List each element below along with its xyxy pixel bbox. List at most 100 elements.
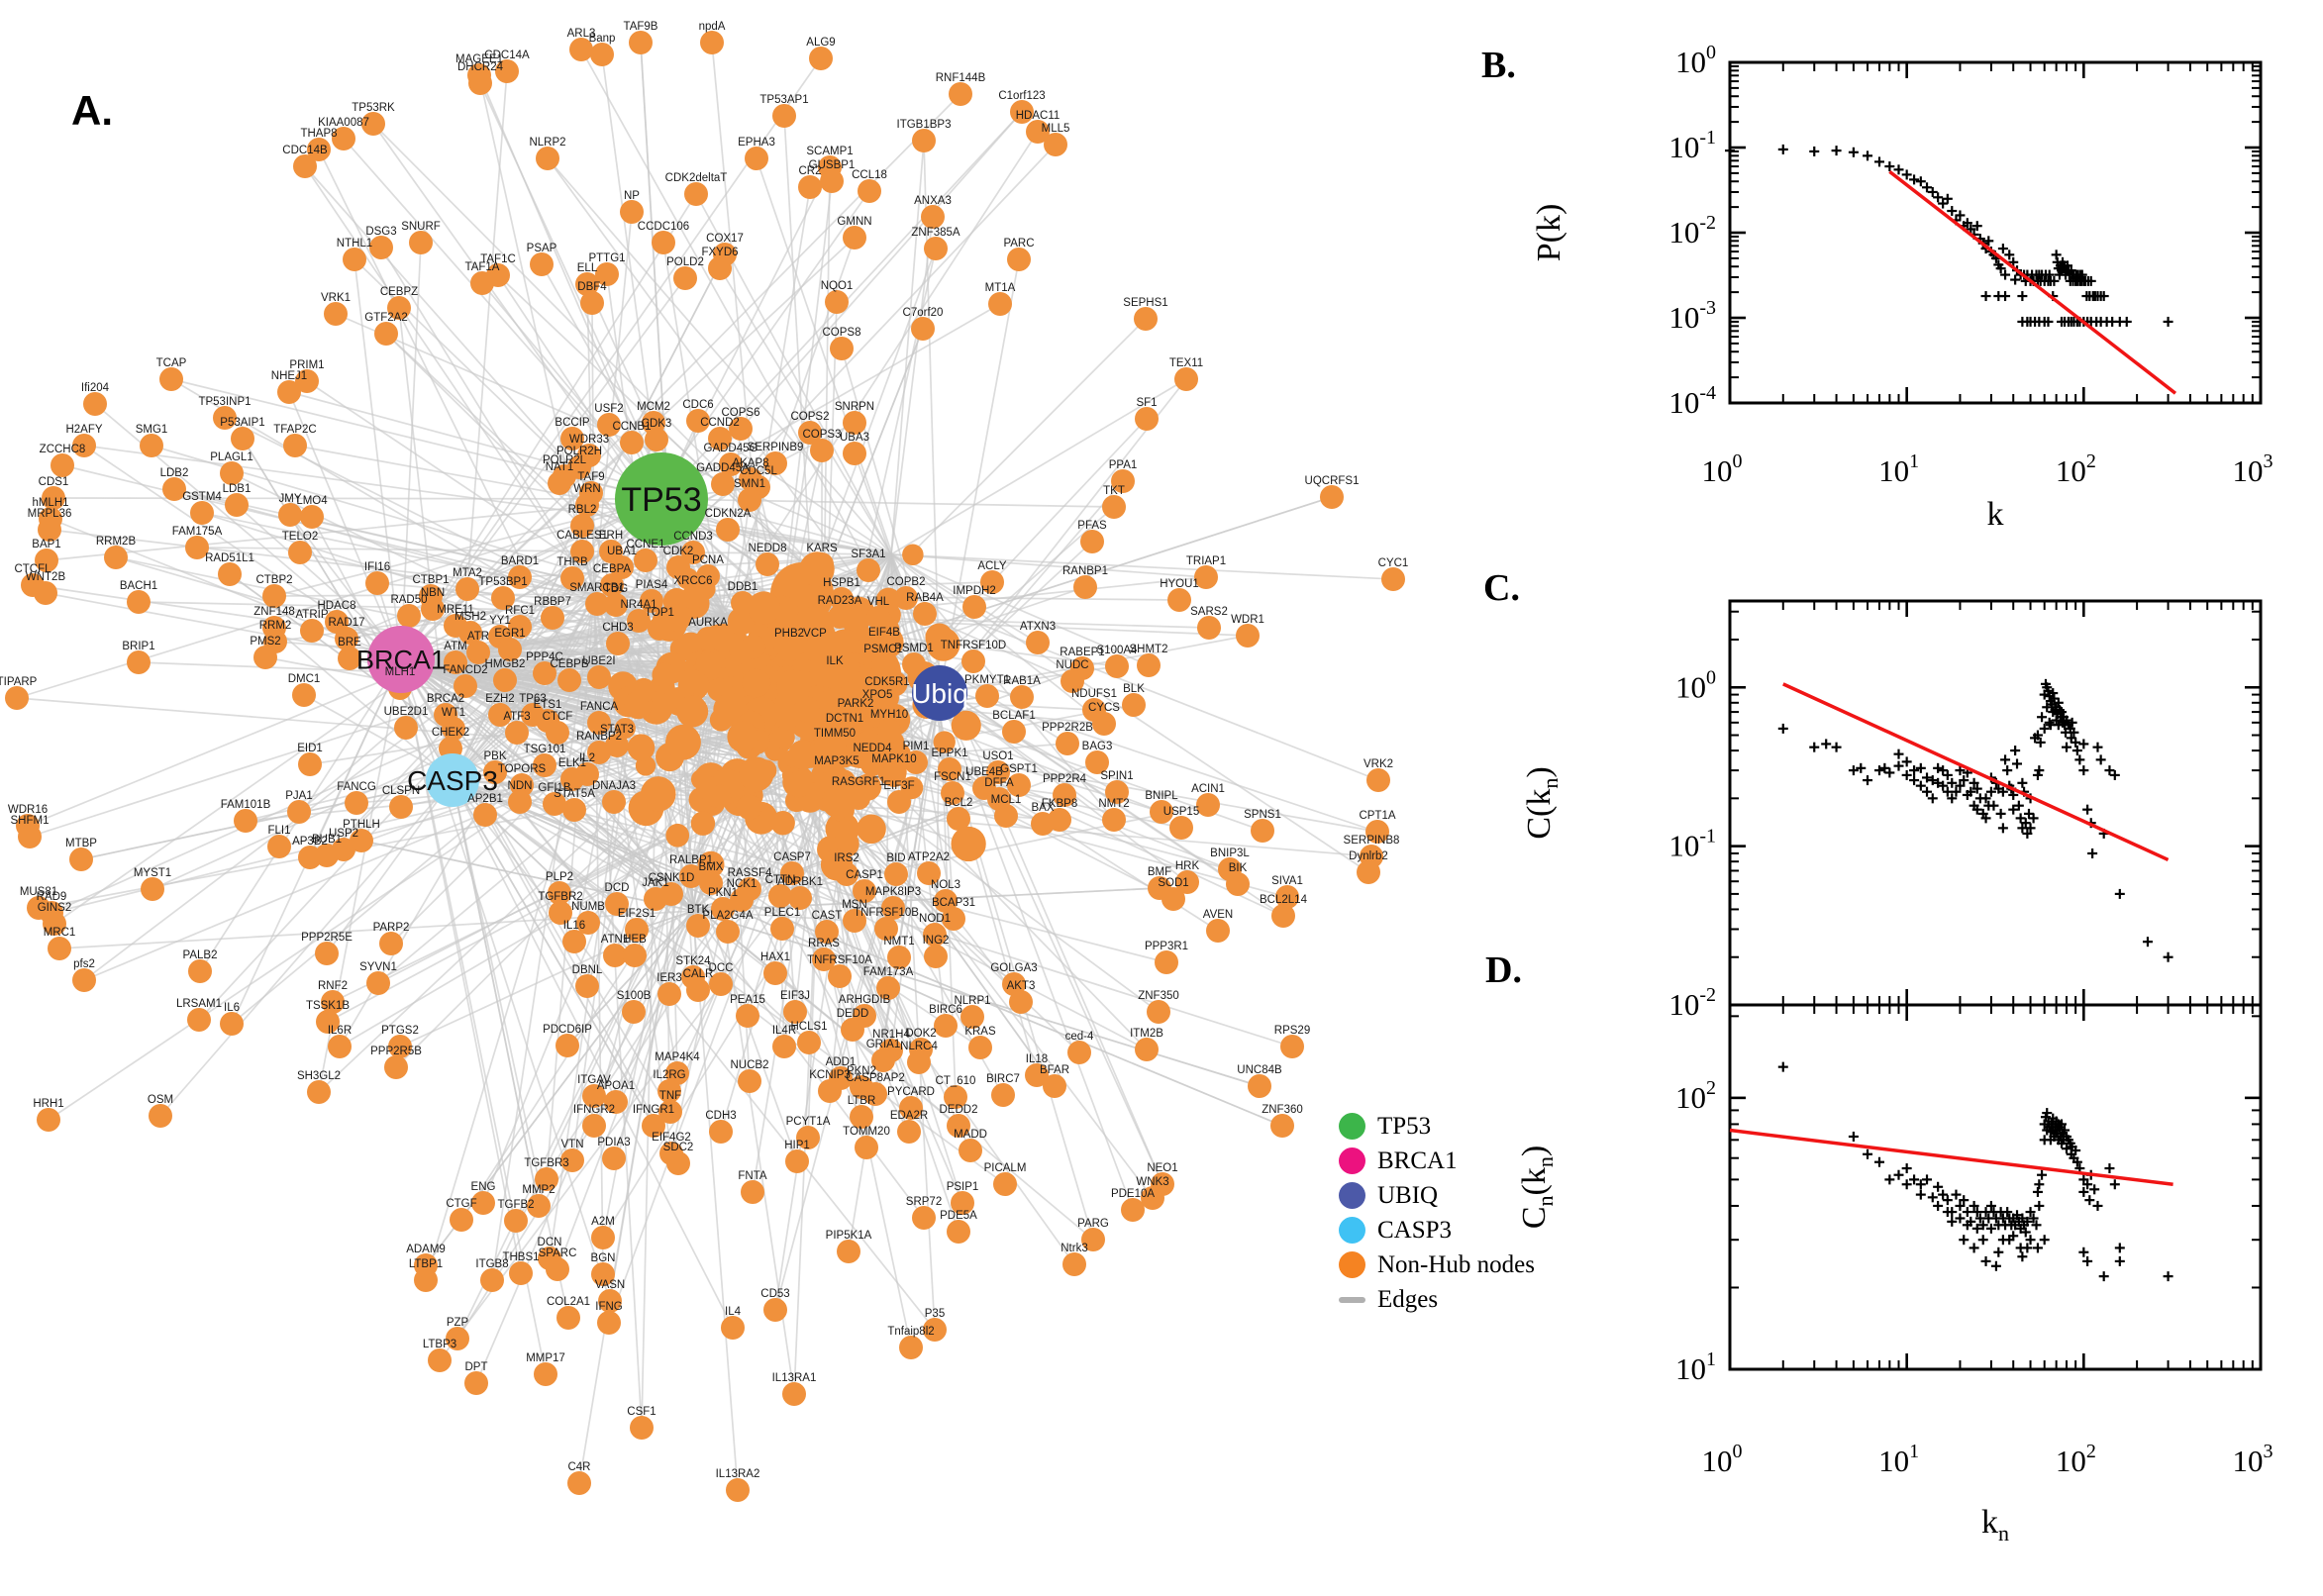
svg-text:MMP2: MMP2 — [522, 1184, 555, 1196]
node-NMT1 — [887, 946, 911, 969]
svg-text:VRK2: VRK2 — [1364, 758, 1393, 770]
svg-text:ITGB8: ITGB8 — [475, 1258, 508, 1270]
svg-text:TRIAP1: TRIAP1 — [1186, 555, 1226, 567]
node-CPT1A — [1365, 820, 1389, 844]
svg-text:PJA1: PJA1 — [285, 790, 313, 802]
svg-text:CTBP2: CTBP2 — [255, 574, 292, 586]
node-PZP — [446, 1327, 469, 1350]
node-EIF2S1 — [625, 918, 649, 942]
node-CDK3 — [645, 428, 668, 451]
svg-text:MAGEE1: MAGEE1 — [455, 53, 503, 65]
svg-text:TEX11: TEX11 — [1169, 357, 1203, 369]
svg-text:SH3GL2: SH3GL2 — [297, 1070, 341, 1082]
node-EGR1 — [498, 638, 522, 661]
svg-text:CCDC106: CCDC106 — [638, 221, 689, 233]
svg-text:MT1A: MT1A — [985, 282, 1016, 294]
svg-text:PLA2G4A: PLA2G4A — [702, 910, 753, 922]
axis-ticks — [1728, 1005, 2263, 1371]
node-CTCF — [546, 721, 569, 745]
node-TEX11 — [1174, 367, 1198, 391]
node-BLK — [1122, 693, 1146, 717]
node-CYC1 — [1381, 567, 1405, 591]
svg-text:PFAS: PFAS — [1077, 520, 1107, 532]
svg-text:RANBP2: RANBP2 — [576, 731, 622, 743]
svg-text:TP53RK: TP53RK — [352, 102, 395, 114]
node-BAG3 — [1085, 750, 1109, 774]
svg-text:STAT5A: STAT5A — [554, 788, 595, 800]
svg-text:USP2: USP2 — [329, 828, 358, 840]
node-FAM101B — [234, 809, 257, 833]
node-MADD — [959, 1139, 982, 1162]
svg-text:PRIM1: PRIM1 — [289, 359, 324, 371]
node-NUCB2 — [738, 1069, 761, 1093]
svg-text:CASP8AP2: CASP8AP2 — [846, 1072, 904, 1084]
svg-text:ZNF360: ZNF360 — [1262, 1104, 1303, 1116]
node-PMS2 — [253, 646, 277, 669]
node-BGN — [591, 1262, 615, 1286]
node-CDK2 — [666, 555, 690, 579]
node-FLI1 — [267, 835, 291, 858]
legend-item-tp53: TP53 — [1339, 1109, 1535, 1144]
svg-text:MRE11: MRE11 — [437, 604, 474, 616]
svg-text:PARC: PARC — [1003, 238, 1034, 249]
svg-text:AP2B1: AP2B1 — [467, 793, 503, 805]
node-ALG9 — [809, 47, 833, 70]
svg-text:CTCF: CTCF — [543, 711, 573, 723]
node-SF3A1 — [857, 558, 880, 582]
node-IFNGR2 — [582, 1114, 606, 1138]
svg-text:HDAC11: HDAC11 — [1016, 110, 1060, 122]
node-CDS1 — [42, 486, 65, 510]
node-SEPHS1 — [1134, 307, 1158, 331]
svg-text:PTHLH: PTHLH — [343, 819, 380, 831]
node-NLRP1 — [960, 1005, 984, 1029]
svg-text:10-3: 10-3 — [1668, 297, 1716, 335]
node-CTBP2 — [262, 584, 286, 608]
svg-text:102: 102 — [2056, 450, 2096, 488]
svg-text:PYCARD: PYCARD — [887, 1086, 935, 1098]
svg-text:CDC6: CDC6 — [682, 399, 713, 411]
node-CLSPN — [389, 795, 413, 819]
svg-text:CCNE1: CCNE1 — [627, 539, 665, 550]
legend-dot-ubiq — [1339, 1182, 1365, 1209]
svg-text:PIM1: PIM1 — [903, 741, 930, 752]
node-IER3 — [657, 982, 681, 1006]
node-COPS6 — [729, 417, 753, 441]
svg-text:S100A4: S100A4 — [1097, 645, 1139, 656]
svg-text:MTA2: MTA2 — [453, 567, 482, 579]
node-TNFRSF10D — [961, 649, 985, 673]
node-TNFRSF10A — [828, 964, 852, 988]
svg-text:MSN: MSN — [842, 899, 867, 911]
svg-text:PPA1: PPA1 — [1109, 459, 1138, 471]
svg-text:CTGF: CTGF — [446, 1198, 476, 1210]
node-ced-4 — [1067, 1041, 1091, 1064]
svg-text:ITGAV: ITGAV — [577, 1074, 611, 1086]
node-TELO2 — [288, 541, 312, 564]
svg-text:RNF2: RNF2 — [318, 980, 348, 992]
svg-text:ATP2A2: ATP2A2 — [908, 851, 950, 863]
svg-text:YY1: YY1 — [489, 615, 511, 627]
node-PSAP — [530, 252, 554, 276]
svg-text:IL2RG: IL2RG — [653, 1069, 685, 1081]
svg-text:PPP2R2B: PPP2R2B — [1042, 722, 1093, 734]
svg-text:ACIN1: ACIN1 — [1191, 783, 1225, 795]
node-PDE5A — [947, 1220, 970, 1244]
svg-text:THAP8: THAP8 — [300, 128, 337, 140]
node-NLRC4 — [907, 1050, 931, 1074]
node-NDN — [508, 790, 532, 814]
node-PARC — [1007, 248, 1031, 271]
node-LRSAM1 — [187, 1008, 211, 1032]
svg-text:COL2A1: COL2A1 — [547, 1296, 590, 1308]
svg-text:PARP2: PARP2 — [373, 922, 410, 934]
node-EPPK1 — [938, 757, 961, 781]
svg-text:CEBPZ: CEBPZ — [380, 286, 418, 298]
svg-text:BIRC6: BIRC6 — [929, 1004, 962, 1016]
node-Tnfaip8l2 — [899, 1336, 923, 1359]
svg-text:SRP72: SRP72 — [906, 1196, 942, 1208]
svg-text:UQCRFS1: UQCRFS1 — [1305, 475, 1360, 487]
svg-text:FAM101B: FAM101B — [221, 799, 271, 811]
node-EID1 — [298, 752, 322, 776]
node-SF1 — [1135, 407, 1159, 431]
svg-text:MTBP: MTBP — [65, 838, 97, 849]
svg-text:PICALM: PICALM — [984, 1162, 1027, 1174]
svg-text:IL4R: IL4R — [772, 1025, 796, 1037]
